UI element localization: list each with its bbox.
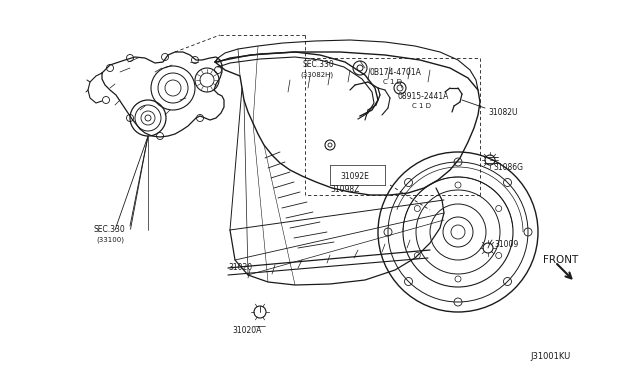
Text: 0B174-4701A: 0B174-4701A [370,68,422,77]
Text: 31020A: 31020A [232,326,261,335]
Text: 31020: 31020 [228,263,252,272]
Text: J31001KU: J31001KU [530,352,570,361]
Text: (33082H): (33082H) [300,71,333,77]
Text: 08915-2441A: 08915-2441A [398,92,449,101]
Text: 31009: 31009 [494,240,518,249]
Text: 31098Z: 31098Z [330,185,360,194]
Text: 31092E: 31092E [340,172,369,181]
Text: SEC.330: SEC.330 [303,60,335,69]
Text: C 1 D: C 1 D [383,79,402,85]
Text: 31082U: 31082U [488,108,518,117]
Text: 31086G: 31086G [493,163,523,172]
Text: (33100): (33100) [96,236,124,243]
Text: FRONT: FRONT [543,255,579,265]
Text: SEC.330: SEC.330 [93,225,125,234]
Text: C 1 D: C 1 D [412,103,431,109]
